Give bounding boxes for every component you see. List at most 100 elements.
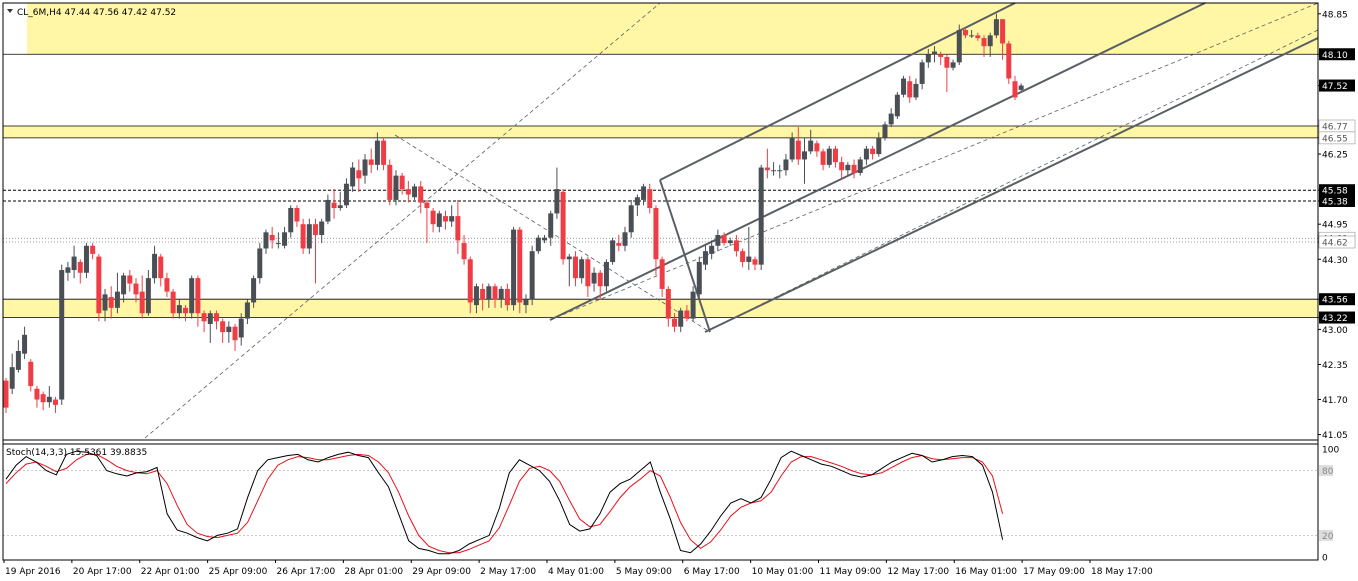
- time-label: 16 May 01:00: [955, 567, 1017, 577]
- candle-body: [480, 288, 486, 300]
- candle-body: [40, 394, 46, 403]
- candle-body: [473, 286, 479, 306]
- candle-body: [381, 140, 387, 165]
- candle-body: [213, 313, 219, 322]
- candle-body: [771, 170, 777, 172]
- time-label: 11 May 09:00: [820, 567, 882, 577]
- candle-body: [882, 124, 888, 138]
- candle-body: [108, 297, 114, 308]
- stoch-d-line: [5, 453, 1004, 554]
- candle-body: [925, 54, 931, 63]
- candle-body: [690, 291, 696, 319]
- price-label-box: [1318, 131, 1356, 145]
- candle-body: [795, 140, 801, 160]
- time-label: 18 May 17:00: [1091, 567, 1153, 577]
- candle-body: [387, 164, 393, 200]
- candle-body: [548, 213, 554, 238]
- time-label: 29 Apr 09:00: [412, 567, 471, 577]
- candle-body: [313, 224, 318, 235]
- symbol-header: CL_6M,H4 47.44 47.56 47.42 47.52: [17, 8, 176, 18]
- price-label: 45.58: [1322, 187, 1348, 197]
- zone-band: [3, 126, 1318, 138]
- price-label: 43.22: [1322, 314, 1348, 324]
- horizontal-levels: [3, 53, 1318, 318]
- candle-body: [337, 205, 343, 209]
- candle-body: [981, 38, 987, 47]
- candle-body: [975, 35, 981, 39]
- candle-body: [1000, 19, 1006, 44]
- candle-body: [244, 302, 250, 319]
- candle-body: [653, 208, 659, 260]
- stoch-k-line: [5, 450, 1004, 555]
- stoch-tick-label: 20: [1322, 532, 1334, 542]
- candle-body: [195, 278, 201, 314]
- candle-body: [616, 243, 622, 246]
- candle-body: [325, 199, 331, 222]
- candle-body: [53, 399, 59, 405]
- candle-body: [542, 237, 548, 241]
- candle-body: [517, 229, 523, 303]
- stoch-tick-label: 100: [1322, 446, 1339, 456]
- candle-body: [133, 283, 139, 295]
- candle-body: [424, 202, 430, 209]
- candle-body: [368, 159, 374, 165]
- stoch-tick-box: [1319, 465, 1333, 477]
- candle-body: [9, 367, 15, 389]
- time-label: 25 Apr 09:00: [209, 567, 268, 577]
- candle-body: [579, 259, 585, 279]
- candle-body: [498, 288, 504, 300]
- candle-body: [65, 267, 71, 273]
- candle-body: [1012, 81, 1018, 98]
- stochastic-panel: [3, 439, 1318, 555]
- price-label: 47.52: [1322, 82, 1348, 92]
- candle-body: [306, 224, 312, 249]
- candle-body: [442, 216, 448, 222]
- candle-body: [449, 216, 455, 222]
- candle-body: [331, 202, 337, 209]
- candle-body: [709, 245, 715, 254]
- candle-body: [275, 243, 281, 245]
- candle-body: [938, 54, 944, 57]
- candle-body: [96, 256, 102, 314]
- candle-body: [721, 234, 727, 244]
- channel-upper-line: [659, 2, 1016, 181]
- candle-body: [956, 29, 962, 63]
- candle-body: [15, 350, 21, 370]
- candle-body: [950, 62, 956, 68]
- candle-body: [511, 229, 517, 306]
- support-resistance-zones: [3, 3, 1318, 318]
- candle-body: [672, 318, 678, 327]
- candle-body: [535, 237, 541, 252]
- candle-body: [684, 310, 690, 319]
- candle-body: [901, 78, 907, 95]
- candle-body: [733, 240, 739, 252]
- candle-body: [300, 224, 306, 249]
- candle-body: [857, 159, 863, 173]
- candle-body: [145, 278, 151, 314]
- candle-body: [944, 56, 950, 68]
- candle-body: [232, 326, 238, 341]
- chart-headers: CL_6M,H4 47.44 47.56 47.42 47.52 Stoch(1…: [6, 8, 176, 458]
- candle-body: [201, 313, 207, 322]
- candlestick-series: [3, 13, 1024, 414]
- candle-body: [783, 159, 789, 171]
- candle-body: [591, 272, 597, 284]
- candle-body: [740, 251, 746, 262]
- candle-body: [702, 251, 708, 265]
- candle-body: [665, 288, 671, 319]
- candle-body: [121, 275, 127, 295]
- candle-body: [176, 305, 182, 314]
- candle-body: [399, 175, 405, 190]
- candle-body: [628, 205, 634, 233]
- time-label: 26 Apr 17:00: [277, 567, 336, 577]
- candle-body: [343, 183, 349, 206]
- time-label: 2 May 17:00: [480, 567, 536, 577]
- dropdown-triangle-icon[interactable]: [7, 9, 13, 13]
- candle-body: [839, 162, 845, 171]
- candle-body: [851, 164, 857, 173]
- time-label: 12 May 17:00: [887, 567, 949, 577]
- candle-body: [752, 259, 758, 265]
- stoch-tick-box: [1319, 529, 1333, 541]
- candle-body: [622, 232, 628, 246]
- price-label-box: [1319, 184, 1355, 197]
